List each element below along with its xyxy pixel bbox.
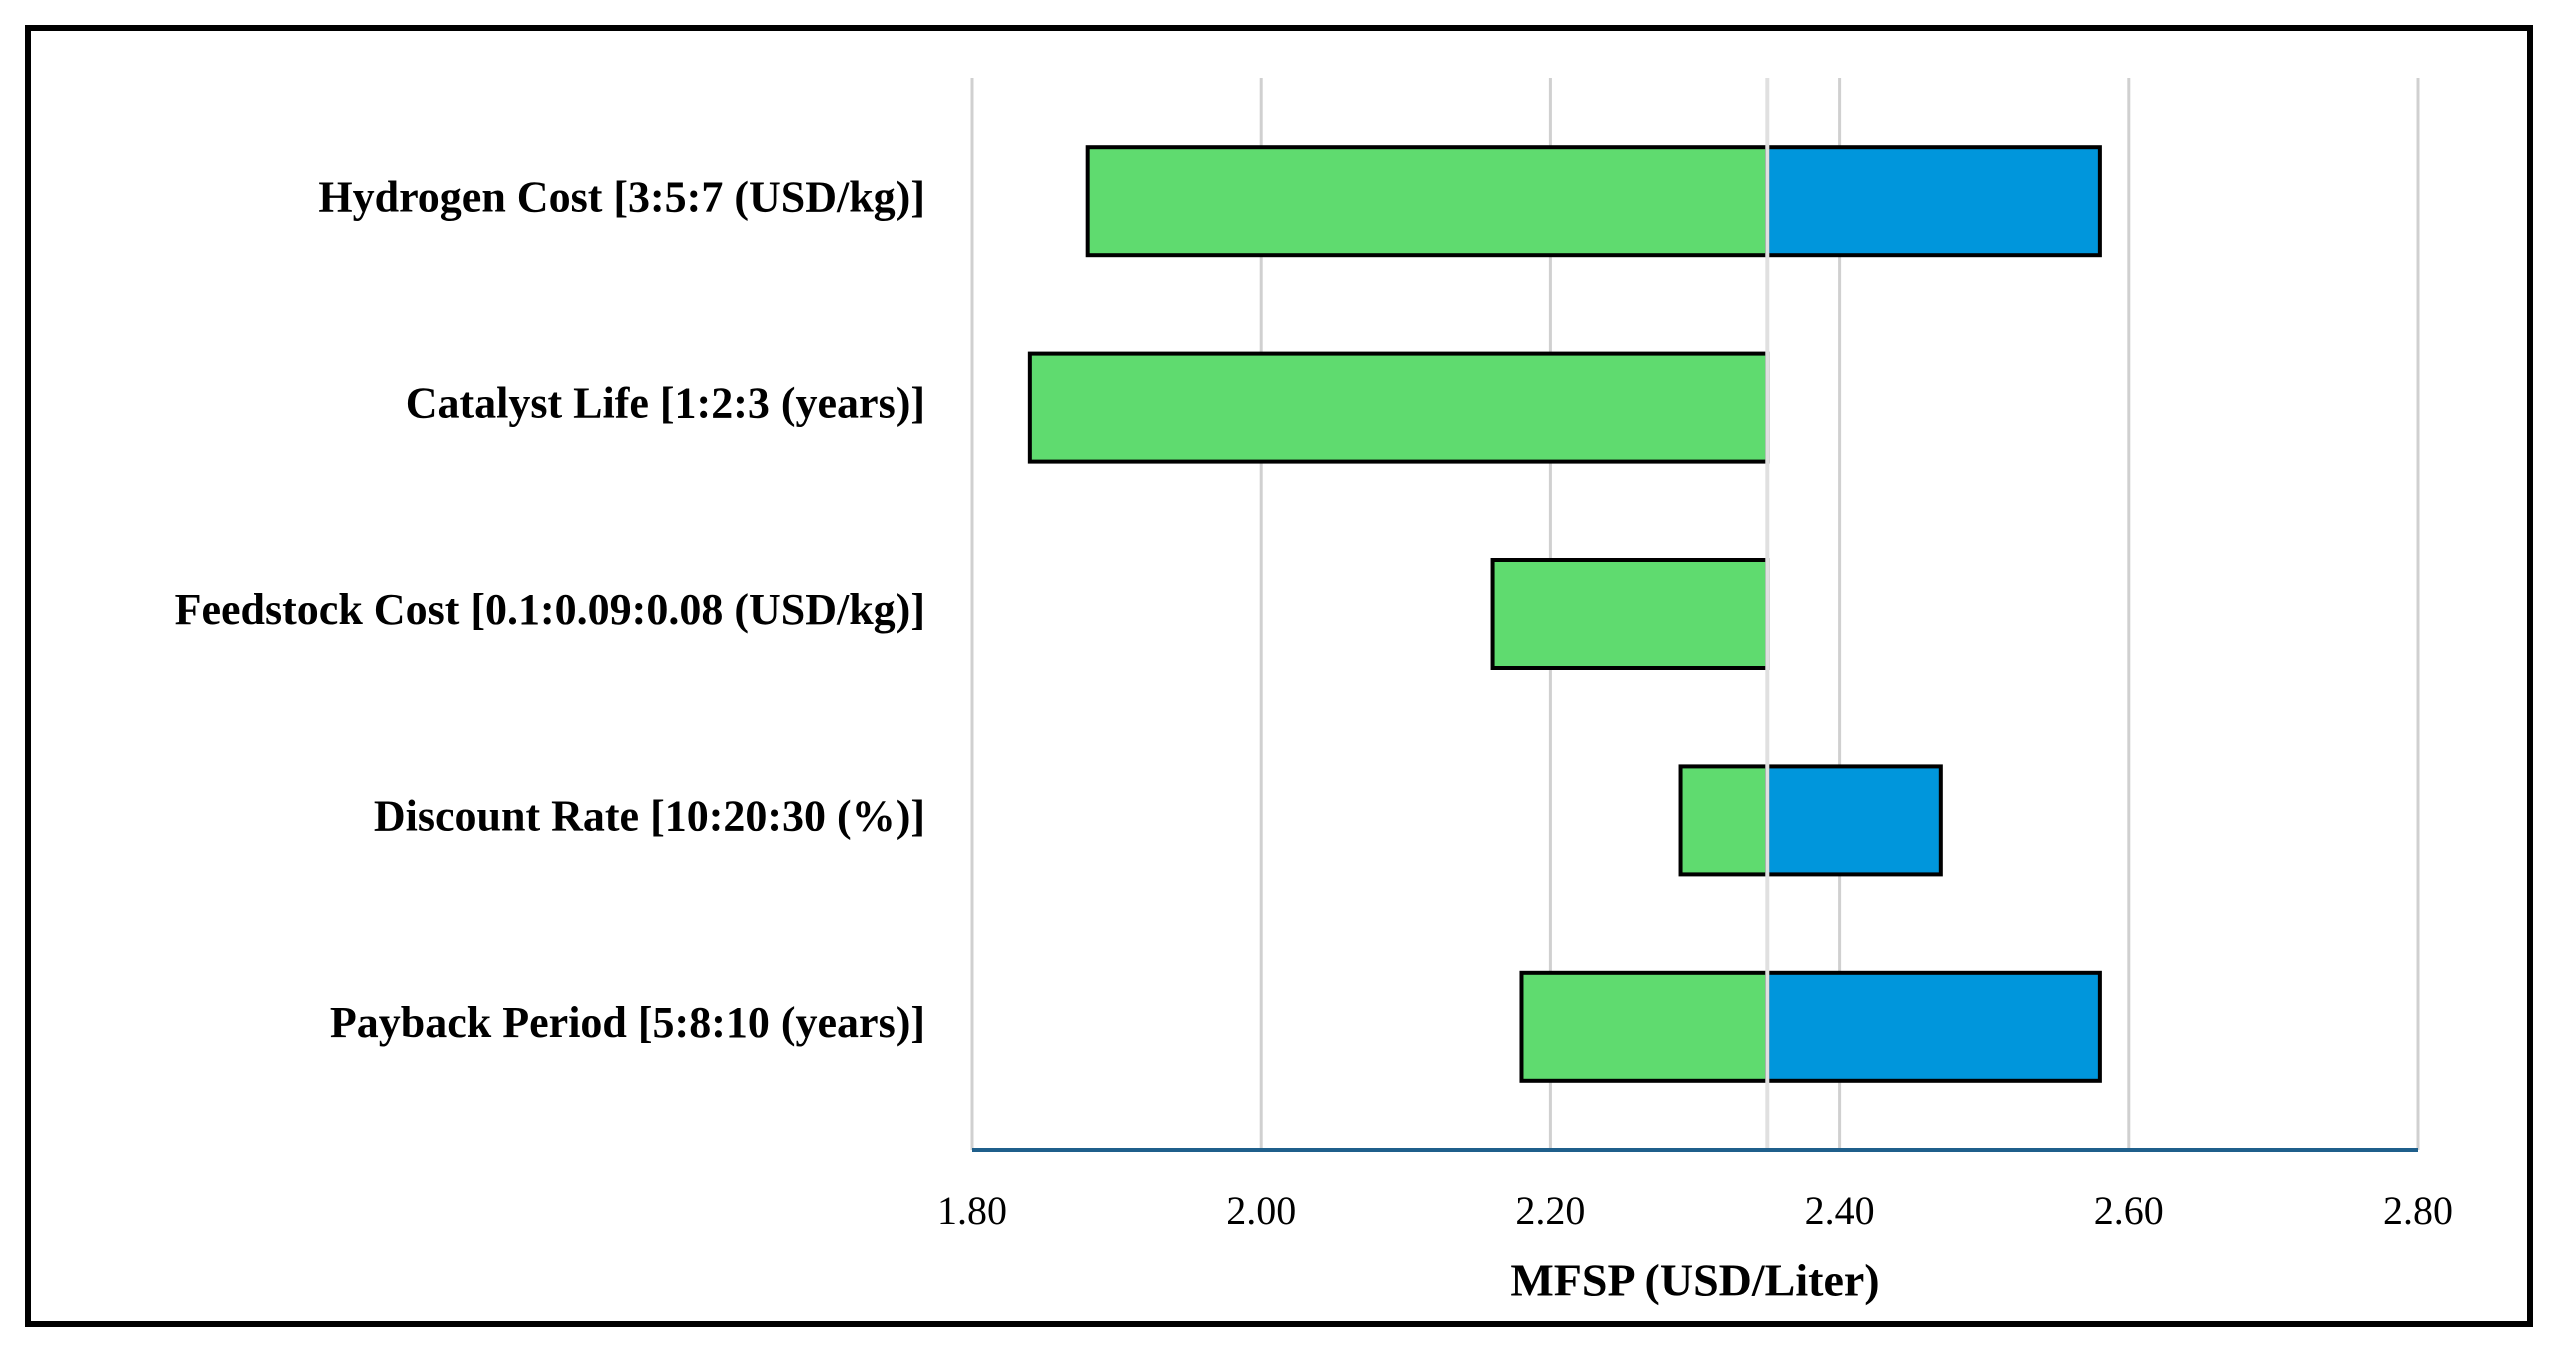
bar: [1519, 970, 1770, 1083]
x-tick-label: 1.80: [937, 1188, 1007, 1233]
bar: [1085, 145, 1770, 258]
category-label: Feedstock Cost [0.1:0.09:0.08 (USD/kg)]: [175, 585, 925, 634]
x-tick-label: 2.80: [2383, 1188, 2453, 1233]
category-label: Discount Rate [10:20:30 (%)]: [374, 791, 925, 840]
x-tick-label: 2.00: [1226, 1188, 1296, 1233]
bar: [1765, 764, 1943, 877]
x-tick-label: 2.40: [1805, 1188, 1875, 1233]
category-label: Catalyst Life [1:2:3 (years)]: [406, 379, 925, 428]
category-label: Payback Period [5:8:10 (years)]: [330, 998, 925, 1047]
x-tick-label: 2.20: [1515, 1188, 1585, 1233]
bar: [1490, 558, 1770, 670]
bar: [1765, 970, 2102, 1083]
bar: [1027, 351, 1770, 464]
bar: [1765, 145, 2102, 258]
category-label: Hydrogen Cost [3:5:7 (USD/kg)]: [318, 172, 925, 221]
bar: [1678, 764, 1770, 877]
x-axis-title: MFSP (USD/Liter): [1510, 1255, 1879, 1306]
x-tick-label: 2.60: [2094, 1188, 2164, 1233]
